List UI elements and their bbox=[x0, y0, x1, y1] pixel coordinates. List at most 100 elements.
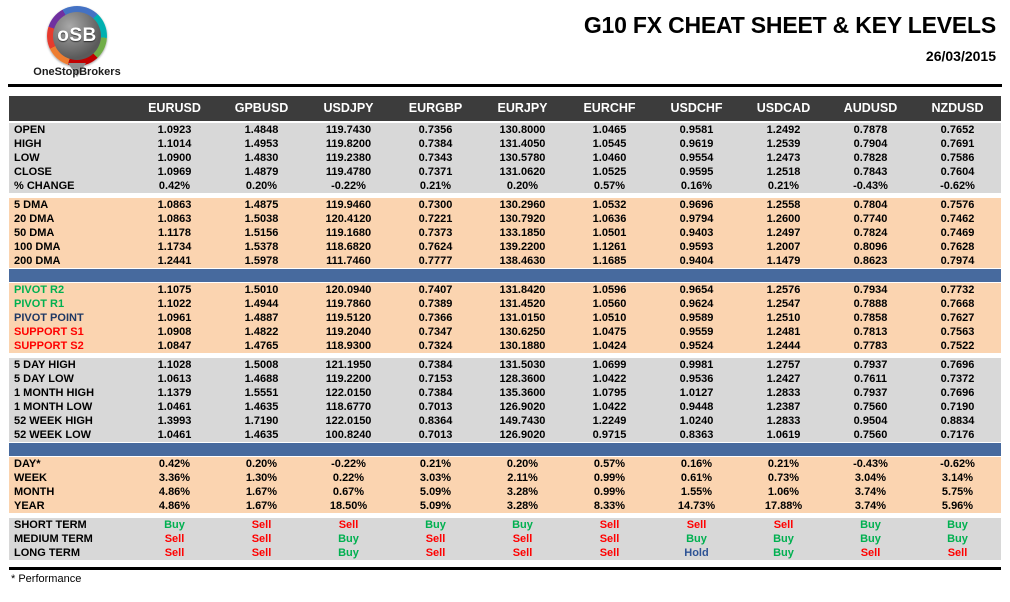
table-row: SUPPORT S1 1.0908 1.4822 119.2040 0.7347 130.… bbox=[9, 325, 1001, 339]
data-cell: 0.7366 bbox=[392, 311, 479, 325]
data-cell: 17.88% bbox=[740, 499, 827, 513]
performance-footnote: * Performance bbox=[11, 573, 82, 585]
data-cell: 1.06% bbox=[740, 485, 827, 499]
header-divider bbox=[8, 84, 1002, 87]
data-cell: 3.74% bbox=[827, 485, 914, 499]
data-cell: 18.50% bbox=[305, 499, 392, 513]
row-label: DAY* bbox=[9, 457, 131, 471]
data-cell: 130.2960 bbox=[479, 198, 566, 212]
signal-cell: Buy bbox=[305, 546, 392, 560]
table-row: MEDIUM TERM Sell Sell Buy Sell Sell Sell Buy Buy… bbox=[9, 532, 1001, 546]
signal-cell: Sell bbox=[392, 546, 479, 560]
table-row: 52 WEEK LOW 1.0461 1.4635 100.8240 0.7013 126… bbox=[9, 428, 1001, 442]
table-row: LOW 1.0900 1.4830 119.2380 0.7343 130.5780 1.0… bbox=[9, 151, 1001, 165]
data-cell: 1.4953 bbox=[218, 137, 305, 151]
data-cell: 0.9593 bbox=[653, 240, 740, 254]
signal-cell: Sell bbox=[392, 532, 479, 546]
column-header-row: EURUSD GPBUSD USDJPY EURGBP EURJPY EURCHF USDC… bbox=[9, 96, 1001, 123]
data-cell: 1.5008 bbox=[218, 358, 305, 372]
data-cell: 1.2833 bbox=[740, 414, 827, 428]
data-cell: 122.0150 bbox=[305, 386, 392, 400]
data-cell: 1.2539 bbox=[740, 137, 827, 151]
data-cell: 0.9624 bbox=[653, 297, 740, 311]
table-row: LONG TERM Sell Sell Buy Sell Sell Sell Hold Buy S… bbox=[9, 546, 1001, 560]
data-cell: 0.8363 bbox=[653, 428, 740, 442]
data-cell: 0.9403 bbox=[653, 226, 740, 240]
data-cell: 1.1014 bbox=[131, 137, 218, 151]
data-cell: 118.6820 bbox=[305, 240, 392, 254]
table-row: MONTH 4.86% 1.67% 0.67% 5.09% 3.28% 0.99% 1.55%… bbox=[9, 485, 1001, 499]
data-cell: 131.0150 bbox=[479, 311, 566, 325]
fx-cheat-sheet-table: EURUSD GPBUSD USDJPY EURGBP EURJPY EURCHF USDC… bbox=[9, 96, 1001, 560]
data-cell: 0.57% bbox=[566, 457, 653, 471]
data-cell: 0.21% bbox=[740, 457, 827, 471]
signal-cell: Buy bbox=[827, 518, 914, 532]
data-cell: 1.0422 bbox=[566, 372, 653, 386]
data-cell: 1.2441 bbox=[131, 254, 218, 268]
data-cell: 3.03% bbox=[392, 471, 479, 485]
signal-cell: Buy bbox=[392, 518, 479, 532]
logo-brand-name: OneStopBrokers bbox=[33, 66, 121, 78]
data-cell: 131.8420 bbox=[479, 283, 566, 297]
column-header-nzdusd: NZDUSD bbox=[914, 96, 1001, 123]
data-cell: 1.0613 bbox=[131, 372, 218, 386]
data-cell: 119.7430 bbox=[305, 123, 392, 137]
table-row: 100 DMA 1.1734 1.5378 118.6820 0.7624 139.220… bbox=[9, 240, 1001, 254]
data-cell: 0.7611 bbox=[827, 372, 914, 386]
table-row: SUPPORT S2 1.0847 1.4765 118.9300 0.7324 130.… bbox=[9, 339, 1001, 353]
row-label: 200 DMA bbox=[9, 254, 131, 268]
data-cell: 119.2040 bbox=[305, 325, 392, 339]
data-cell: 4.86% bbox=[131, 485, 218, 499]
data-cell: 0.7843 bbox=[827, 165, 914, 179]
row-label: SUPPORT S2 bbox=[9, 339, 131, 353]
data-cell: 0.9619 bbox=[653, 137, 740, 151]
data-cell: 0.67% bbox=[305, 485, 392, 499]
data-cell: 0.7904 bbox=[827, 137, 914, 151]
data-cell: 0.7804 bbox=[827, 198, 914, 212]
data-cell: 4.86% bbox=[131, 499, 218, 513]
data-cell: 2.11% bbox=[479, 471, 566, 485]
data-cell: 1.0969 bbox=[131, 165, 218, 179]
table-row: 52 WEEK HIGH 1.3993 1.7190 122.0150 0.8364 14… bbox=[9, 414, 1001, 428]
data-cell: 100.8240 bbox=[305, 428, 392, 442]
table-row: PIVOT POINT 1.0961 1.4887 119.5120 0.7366 131… bbox=[9, 311, 1001, 325]
data-cell: 0.7624 bbox=[392, 240, 479, 254]
data-cell: 130.6250 bbox=[479, 325, 566, 339]
footer-divider bbox=[9, 567, 1001, 570]
data-cell: 0.8364 bbox=[392, 414, 479, 428]
signal-cell: Sell bbox=[218, 546, 305, 560]
data-cell: 0.7522 bbox=[914, 339, 1001, 353]
signal-cell: Sell bbox=[218, 532, 305, 546]
data-cell: 1.4688 bbox=[218, 372, 305, 386]
data-cell: 0.7696 bbox=[914, 358, 1001, 372]
data-cell: 0.7888 bbox=[827, 297, 914, 311]
data-cell: 1.0863 bbox=[131, 212, 218, 226]
data-cell: 0.7389 bbox=[392, 297, 479, 311]
signal-cell: Sell bbox=[566, 546, 653, 560]
data-cell: 1.2600 bbox=[740, 212, 827, 226]
data-cell: 1.0619 bbox=[740, 428, 827, 442]
data-cell: 0.8623 bbox=[827, 254, 914, 268]
data-cell: 0.8096 bbox=[827, 240, 914, 254]
signal-cell: Sell bbox=[218, 518, 305, 532]
page-title: G10 FX CHEAT SHEET & KEY LEVELS bbox=[583, 12, 996, 38]
data-cell: 1.0795 bbox=[566, 386, 653, 400]
data-cell: 0.9559 bbox=[653, 325, 740, 339]
data-cell: 139.2200 bbox=[479, 240, 566, 254]
data-cell: 0.42% bbox=[131, 179, 218, 193]
section-signals: SHORT TERM Buy Sell Sell Buy Buy Sell Sell Sell B… bbox=[9, 518, 1001, 560]
data-cell: 0.20% bbox=[218, 179, 305, 193]
data-cell: 1.5551 bbox=[218, 386, 305, 400]
row-label: CLOSE bbox=[9, 165, 131, 179]
data-cell: -0.43% bbox=[827, 457, 914, 471]
signal-cell: Sell bbox=[653, 518, 740, 532]
data-cell: 0.7937 bbox=[827, 386, 914, 400]
row-label: 5 DMA bbox=[9, 198, 131, 212]
data-cell: 0.21% bbox=[392, 457, 479, 471]
data-cell: 1.2492 bbox=[740, 123, 827, 137]
data-cell: 0.9595 bbox=[653, 165, 740, 179]
data-cell: 1.1178 bbox=[131, 226, 218, 240]
data-cell: 1.2510 bbox=[740, 311, 827, 325]
data-cell: 118.9300 bbox=[305, 339, 392, 353]
table-row: 20 DMA 1.0863 1.5038 120.4120 0.7221 130.7920… bbox=[9, 212, 1001, 226]
